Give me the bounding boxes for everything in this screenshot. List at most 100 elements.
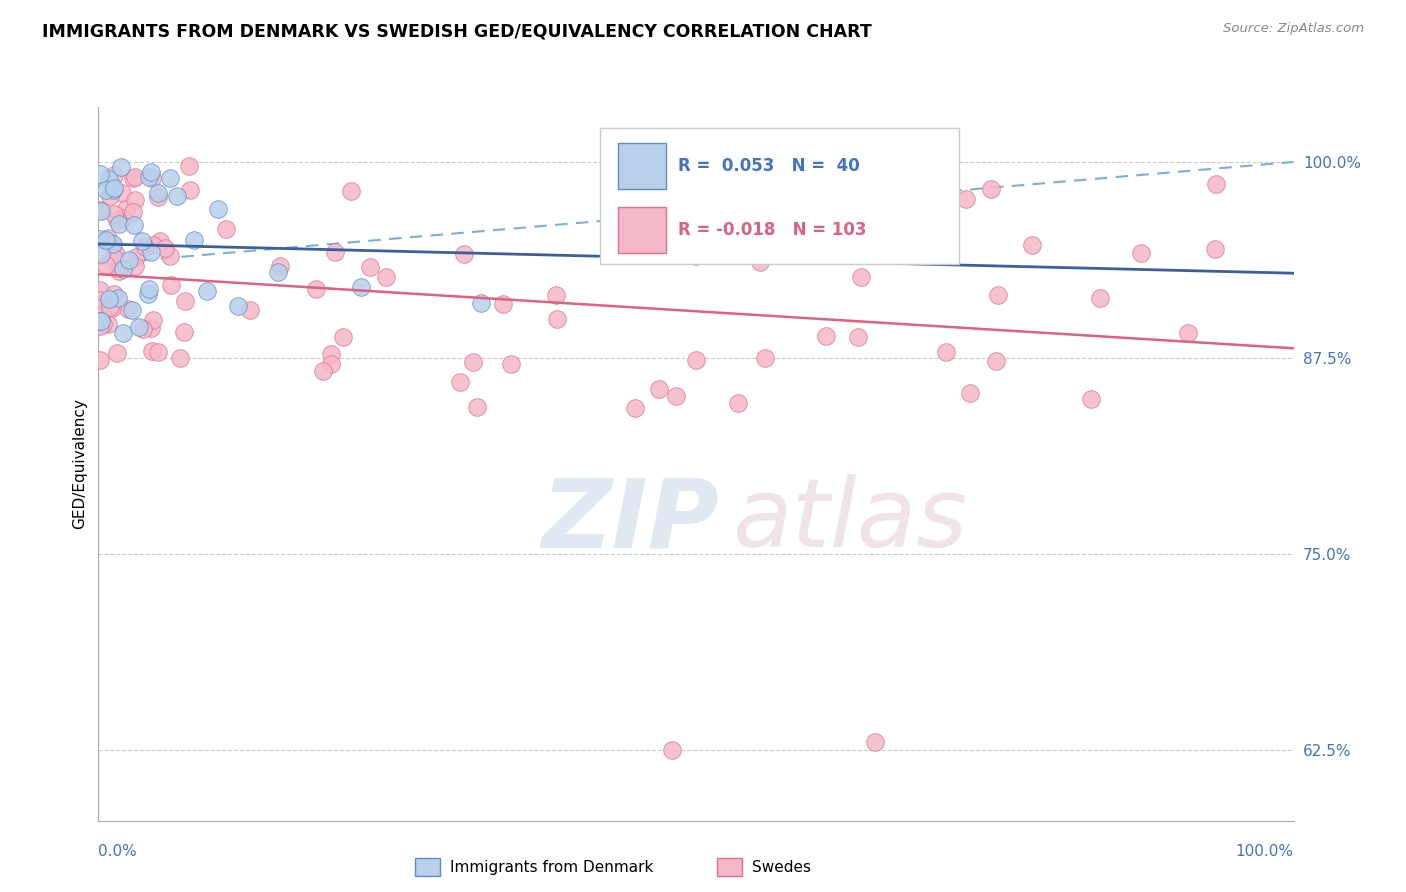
Point <box>142 313 165 327</box>
Point <box>100 189 122 203</box>
Point <box>183 233 205 247</box>
Point <box>111 262 134 277</box>
FancyBboxPatch shape <box>600 128 959 264</box>
Point <box>103 252 125 266</box>
Point <box>101 301 124 316</box>
Point <box>1204 243 1226 257</box>
Point <box>959 386 981 401</box>
Point <box>312 364 335 378</box>
Point <box>319 357 342 371</box>
Point <box>984 353 1007 368</box>
Point <box>449 376 471 390</box>
Point <box>125 250 148 264</box>
Point <box>465 400 488 414</box>
Point <box>104 247 127 261</box>
Point <box>107 217 129 231</box>
Point <box>97 231 120 245</box>
Point <box>90 314 112 328</box>
Point <box>177 159 200 173</box>
Text: 0.0%: 0.0% <box>98 844 138 859</box>
Point <box>849 244 872 258</box>
Point <box>97 300 120 314</box>
Point <box>453 247 475 261</box>
Text: R = -0.018   N = 103: R = -0.018 N = 103 <box>678 221 866 239</box>
Point <box>141 170 163 185</box>
Point <box>359 260 381 275</box>
Point <box>321 346 343 360</box>
Point <box>685 249 707 263</box>
Point <box>499 357 522 371</box>
Point <box>103 180 125 194</box>
Point <box>846 329 869 343</box>
Point <box>1021 238 1043 252</box>
Point <box>138 282 160 296</box>
Point <box>350 280 373 294</box>
Point <box>131 234 153 248</box>
Point <box>305 282 328 296</box>
Point <box>128 320 150 334</box>
Point <box>89 319 111 334</box>
Point <box>139 245 162 260</box>
Point <box>727 396 749 410</box>
Point <box>685 352 707 367</box>
Point <box>98 301 121 315</box>
Point <box>323 245 346 260</box>
Point <box>112 326 135 341</box>
Point <box>96 259 118 273</box>
Point <box>215 221 238 235</box>
Bar <box>619 207 666 253</box>
Point <box>955 192 977 206</box>
Point <box>980 182 1002 196</box>
Point <box>114 202 136 216</box>
Point <box>754 351 776 365</box>
Point <box>121 302 143 317</box>
Point <box>166 189 188 203</box>
Point <box>89 352 111 367</box>
Point <box>94 233 117 247</box>
Point <box>105 212 128 227</box>
Text: Immigrants from Denmark: Immigrants from Denmark <box>450 860 654 874</box>
Point <box>139 320 162 334</box>
Point <box>332 329 354 343</box>
Point <box>987 288 1010 302</box>
Point <box>103 183 125 197</box>
Point <box>267 265 290 279</box>
Point <box>789 243 811 257</box>
Point <box>1080 392 1102 407</box>
Point <box>1177 326 1199 340</box>
Point <box>124 193 146 207</box>
Point <box>103 207 125 221</box>
Point <box>863 735 886 749</box>
Point <box>89 293 111 307</box>
Point <box>159 249 181 263</box>
Point <box>470 296 492 310</box>
Point <box>111 186 134 200</box>
Point <box>1090 291 1112 305</box>
Point <box>197 284 219 298</box>
Point <box>122 171 145 186</box>
Text: R =  0.053   N =  40: R = 0.053 N = 40 <box>678 157 860 175</box>
Point <box>1205 177 1227 191</box>
Point <box>339 184 361 198</box>
Point <box>173 293 195 308</box>
Point <box>90 306 112 320</box>
Point <box>149 234 172 248</box>
Text: Swedes: Swedes <box>752 860 811 874</box>
Point <box>97 318 120 332</box>
Point <box>626 210 648 224</box>
Point <box>103 286 125 301</box>
Point <box>155 241 177 255</box>
Point <box>89 283 111 297</box>
Point <box>107 261 129 276</box>
Point <box>159 277 181 292</box>
Point <box>103 169 125 183</box>
Point <box>661 743 683 757</box>
Bar <box>619 143 666 189</box>
Point <box>105 346 128 360</box>
Point <box>159 170 181 185</box>
Point <box>110 161 132 175</box>
Point <box>849 269 872 284</box>
Point <box>375 270 398 285</box>
Point <box>90 247 112 261</box>
Point <box>89 202 111 217</box>
